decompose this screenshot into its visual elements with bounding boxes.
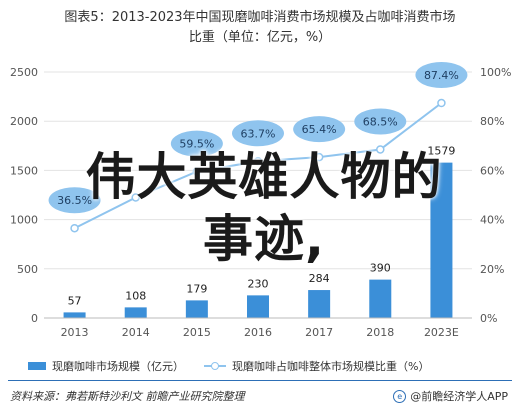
- y-left-tick-label: 2000: [10, 115, 38, 128]
- bar-value-label: 390: [370, 262, 391, 275]
- overlay-line-1: 伟大英雄人物的: [85, 148, 443, 206]
- bar-value-label: 57: [68, 294, 82, 307]
- legend-bar-swatch: [28, 362, 46, 370]
- brand-logo-icon: e: [393, 389, 407, 403]
- x-tick-label: 2015: [183, 326, 211, 339]
- bar-2014: [124, 307, 147, 318]
- x-tick-label: 2016: [244, 326, 272, 339]
- y-left-tick-label: 1500: [10, 164, 38, 177]
- overlay-line-2: 事迹,: [203, 210, 325, 268]
- legend-bar-label: 现磨咖啡市场规模（亿元）: [52, 360, 184, 373]
- y-left-tick-label: 0: [31, 312, 38, 325]
- y-left-tick-label: 500: [17, 263, 38, 276]
- x-tick-label: 2017: [305, 326, 333, 339]
- bar-value-label: 1579: [427, 145, 455, 158]
- y-right-tick-label: 60%: [480, 164, 504, 177]
- share-label-bubble: [170, 130, 223, 157]
- share-value-label: 36.5%: [57, 194, 92, 207]
- y-left-tick-label: 1000: [10, 214, 38, 227]
- share-label-bubble: [232, 120, 284, 147]
- share-point-2018: [376, 145, 385, 154]
- share-value-label: 68.5%: [363, 115, 398, 128]
- bar-value-label: 108: [125, 289, 146, 302]
- x-tick-label: 2023E: [424, 326, 459, 339]
- brand-text: @前瞻经济学人APP: [410, 390, 508, 403]
- legend-item-bar: 现磨咖啡市场规模（亿元）: [28, 358, 184, 374]
- y-right-tick-label: 40%: [480, 214, 504, 227]
- x-tick-label: 2018: [366, 326, 394, 339]
- bar-2013: [63, 312, 86, 318]
- y-right-tick-label: 100%: [480, 66, 511, 79]
- y-right-tick-label: 80%: [480, 115, 504, 128]
- source-note: 资料来源：弗若斯特沙利文 前瞻产业研究院整理: [10, 390, 245, 403]
- chart-legend: 现磨咖啡市场规模（亿元） 现磨咖啡占咖啡整体市场规模比重（%）: [28, 358, 498, 374]
- chart-title-line1: 图表5：2013-2023年中国现磨咖啡消费市场规模及占咖啡消费市场: [64, 10, 456, 25]
- chart-title-line2: 比重（单位：亿元，%）: [188, 30, 332, 45]
- share-point-2014: [131, 193, 140, 202]
- bar-2016: [247, 295, 269, 318]
- chart-title: 图表5：2013-2023年中国现磨咖啡消费市场规模及占咖啡消费市场 比重（单位…: [0, 8, 520, 48]
- x-tick-label: 2014: [122, 326, 150, 339]
- share-label-bubble: [354, 108, 407, 135]
- share-value-label: 65.4%: [302, 123, 337, 136]
- legend-line-label: 现磨咖啡占咖啡整体市场规模比重（%）: [232, 360, 430, 373]
- legend-item-line: 现磨咖啡占咖啡整体市场规模比重（%）: [204, 358, 429, 374]
- share-label-bubble: [415, 61, 468, 88]
- y-right-tick-label: 20%: [480, 263, 504, 276]
- share-point-2016: [253, 157, 263, 166]
- share-point-2017: [314, 152, 324, 162]
- bar-2018: [369, 279, 392, 318]
- footer-divider: [8, 380, 512, 381]
- share-value-label: 63.7%: [241, 127, 276, 140]
- bar-value-label: 179: [186, 282, 207, 295]
- share-point-2013: [70, 223, 79, 233]
- x-tick-label: 2013: [61, 326, 89, 339]
- bar-2017: [308, 290, 331, 318]
- share-label-bubble: [293, 116, 346, 143]
- y-right-tick-label: 0%: [480, 312, 497, 325]
- share-value-label: 87.4%: [424, 69, 459, 82]
- share-label-bubble: [48, 187, 101, 214]
- y-left-tick-label: 2500: [10, 66, 38, 79]
- share-point-2015: [192, 167, 202, 176]
- brand-credit: e @前瞻经济学人APP: [393, 388, 508, 404]
- bar-value-label: 230: [248, 277, 269, 290]
- share-point-2023E: [437, 98, 446, 108]
- share-value-label: 59.5%: [179, 138, 214, 151]
- bar-2015: [185, 300, 208, 318]
- overlay-caption: 伟大英雄人物的 事迹,: [24, 146, 504, 270]
- bar-value-label: 284: [309, 272, 330, 285]
- legend-line-swatch: [204, 361, 226, 371]
- bar-2023E: [430, 162, 453, 318]
